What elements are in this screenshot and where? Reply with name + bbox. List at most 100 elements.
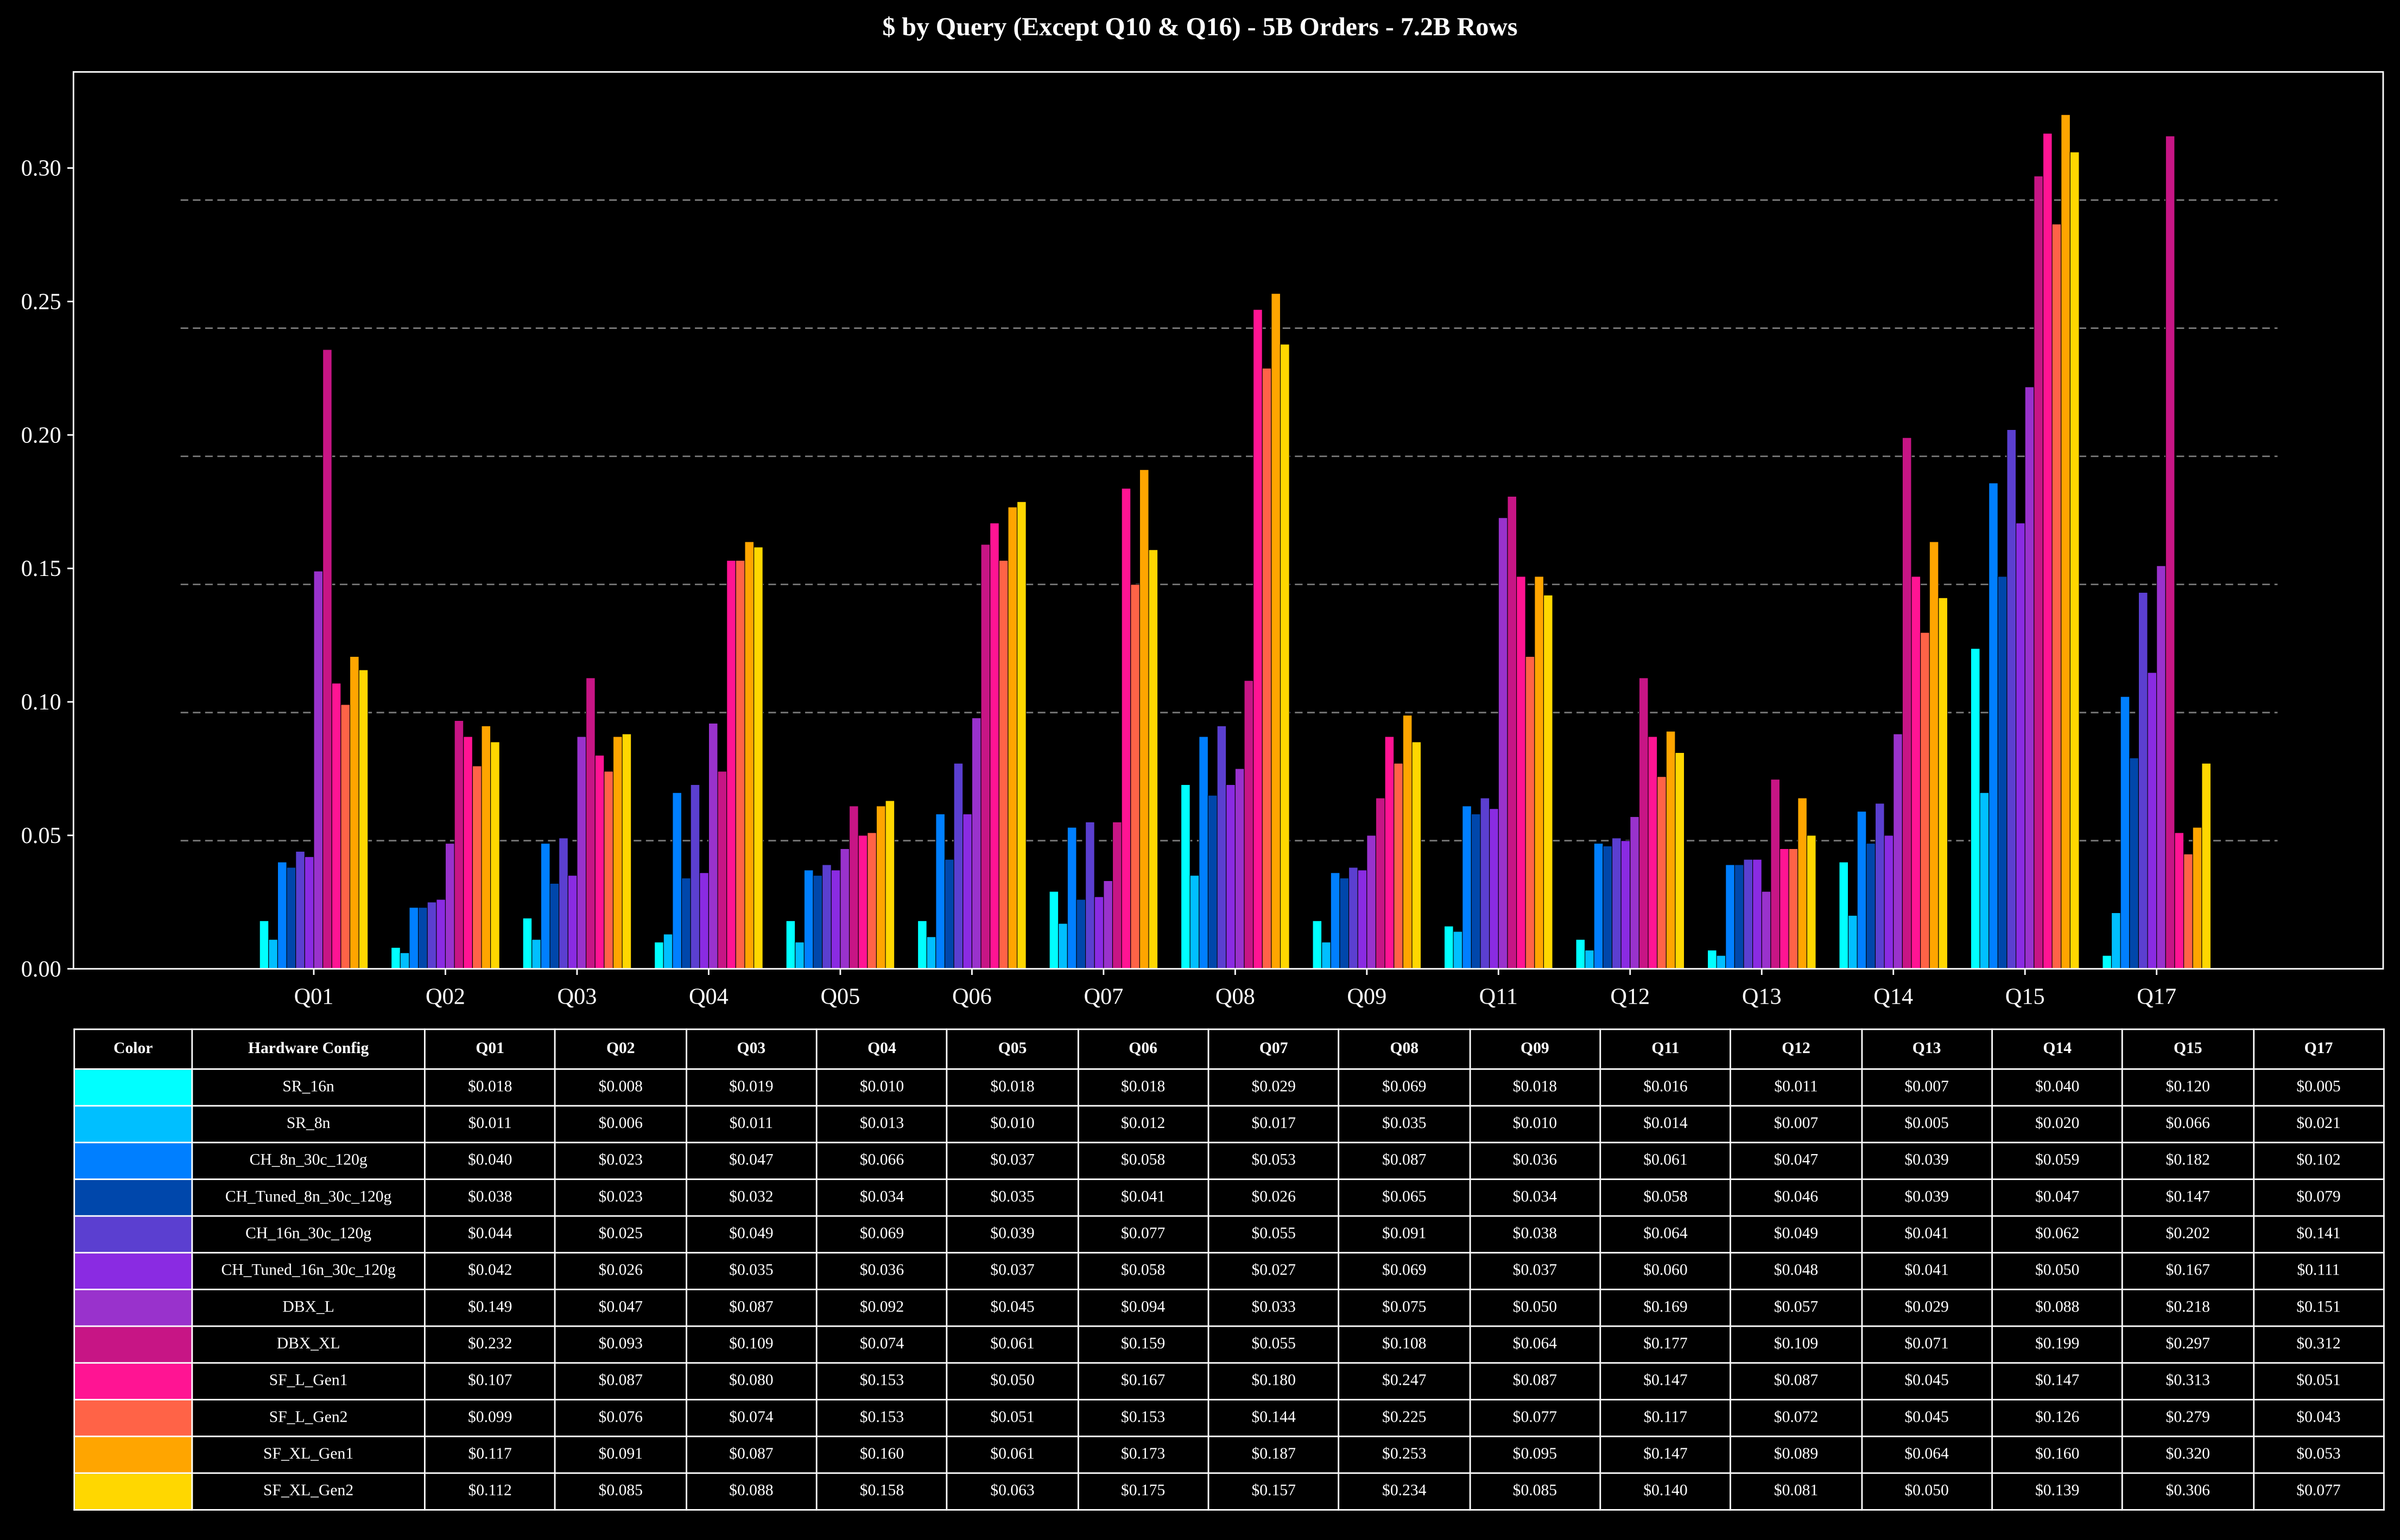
cost-cell: $0.153: [815, 1362, 948, 1400]
config-name: CH_16n_30c_120g: [191, 1215, 426, 1254]
bar-q15-ch_tuned_16n_30c_120g: [2015, 522, 2025, 969]
data-table: Color Hardware Config Q01 Q02 Q03 Q04 Q05 Q06…: [73, 1028, 2385, 1511]
bar-q07-ch_8n_30c_120g: [1067, 827, 1077, 969]
bar-q03-dbx_l: [577, 736, 587, 969]
bar-q01-dbx_l: [313, 571, 324, 969]
header-hardware-config: Hardware Config: [191, 1028, 426, 1070]
bar-q08-sr_16n: [1180, 784, 1190, 969]
bar-q08-ch_16n_30c_120g: [1217, 725, 1227, 969]
cost-cell: $0.008: [554, 1068, 687, 1107]
bar-q07-ch_tuned_16n_30c_120g: [1094, 896, 1104, 969]
y-tick-label: 0.10: [21, 689, 61, 715]
bar-q17-ch_tuned_8n_30c_120g: [2129, 757, 2139, 969]
cost-cell: $0.038: [1468, 1215, 1601, 1254]
bar-q13-ch_tuned_8n_30c_120g: [1734, 864, 1744, 969]
bar-q12-ch_tuned_16n_30c_120g: [1620, 840, 1631, 969]
cost-cell: $0.049: [1730, 1215, 1863, 1254]
cost-cell: $0.175: [1076, 1472, 1210, 1511]
config-name: SR_16n: [191, 1068, 426, 1107]
bar-q03-dbx_xl: [586, 677, 596, 969]
header-color: Color: [73, 1028, 193, 1070]
bar-q04-sf_l_gen1: [726, 560, 736, 969]
table-row: SF_L_Gen1 $0.107 $0.087 $0.080 $0.153 $0.050 $…: [73, 1362, 2385, 1400]
bar-q06-dbx_xl: [980, 544, 991, 969]
x-tick-label: Q11: [1479, 984, 1518, 1010]
color-swatch: [73, 1399, 193, 1437]
cost-cell: $0.153: [815, 1399, 948, 1437]
cost-cell: $0.320: [2122, 1435, 2254, 1474]
cost-cell: $0.253: [1338, 1435, 1471, 1474]
cost-cell: $0.018: [423, 1068, 556, 1107]
bar-q06-ch_8n_30c_120g: [935, 813, 946, 969]
bar-q02-sf_xl_gen2: [490, 742, 500, 969]
table-row: SF_XL_Gen1 $0.117 $0.091 $0.087 $0.160 $0.061…: [73, 1435, 2385, 1474]
bar-q12-ch_8n_30c_120g: [1593, 843, 1604, 969]
bar-q02-dbx_l: [445, 843, 455, 969]
bar-q03-sr_8n: [531, 939, 541, 969]
bar-q02-ch_tuned_8n_30c_120g: [418, 907, 428, 969]
bar-q05-dbx_l: [840, 848, 850, 969]
cost-cell: $0.018: [946, 1068, 1079, 1107]
bar-q15-ch_8n_30c_120g: [1989, 483, 1998, 969]
table-row: SF_L_Gen2 $0.099 $0.076 $0.074 $0.153 $0.051 $…: [73, 1399, 2385, 1437]
cost-cell: $0.075: [1338, 1289, 1471, 1327]
cost-cell: $0.085: [1468, 1472, 1601, 1511]
bar-q14-sf_l_gen1: [1911, 576, 1921, 969]
cost-cell: $0.087: [1468, 1362, 1601, 1400]
cost-cell: $0.012: [1076, 1105, 1210, 1144]
cost-cell: $0.093: [554, 1325, 687, 1364]
cost-cell: $0.027: [1207, 1252, 1340, 1290]
cost-cell: $0.039: [1860, 1178, 1993, 1217]
header-q15: Q15: [2122, 1028, 2254, 1070]
cost-cell: $0.158: [815, 1472, 948, 1511]
config-name: CH_8n_30c_120g: [191, 1142, 426, 1180]
cost-cell: $0.019: [685, 1068, 818, 1107]
config-name: SF_L_Gen1: [191, 1362, 426, 1400]
bar-q03-sf_l_gen1: [594, 755, 605, 969]
bar-q01-ch_16n_30c_120g: [295, 851, 305, 969]
bar-q07-sr_16n: [1049, 891, 1059, 969]
cost-cell: $0.112: [423, 1472, 556, 1511]
cost-cell: $0.059: [1991, 1142, 2124, 1180]
cost-cell: $0.149: [423, 1289, 556, 1327]
cost-cell: $0.037: [1468, 1252, 1601, 1290]
cost-cell: $0.297: [2122, 1325, 2254, 1364]
bar-q09-sf_l_gen2: [1394, 763, 1403, 969]
bar-q17-dbx_xl: [2165, 135, 2175, 969]
cost-cell: $0.147: [1599, 1362, 1732, 1400]
header-q09: Q09: [1468, 1028, 1601, 1070]
bar-q13-ch_8n_30c_120g: [1725, 864, 1735, 969]
bar-q02-ch_16n_30c_120g: [427, 902, 437, 969]
color-swatch: [73, 1142, 193, 1180]
bar-q12-sf_l_gen2: [1657, 776, 1667, 969]
bar-q07-dbx_l: [1103, 880, 1113, 969]
cost-cell: $0.050: [1468, 1289, 1601, 1327]
config-name: SF_L_Gen2: [191, 1399, 426, 1437]
cost-cell: $0.279: [2122, 1399, 2254, 1437]
bar-q02-sf_l_gen1: [463, 736, 473, 969]
bar-q14-dbx_xl: [1902, 437, 1912, 969]
bar-q05-ch_tuned_8n_30c_120g: [813, 875, 823, 969]
color-swatch: [73, 1289, 193, 1327]
cost-cell: $0.005: [2252, 1068, 2385, 1107]
x-tick-label: Q08: [1215, 984, 1255, 1010]
bar-q05-ch_tuned_16n_30c_120g: [831, 870, 841, 969]
cost-cell: $0.037: [946, 1252, 1079, 1290]
config-name: DBX_L: [191, 1289, 426, 1327]
bar-q08-sf_l_gen1: [1253, 309, 1263, 969]
cost-cell: $0.047: [1991, 1178, 2124, 1217]
bar-q04-dbx_xl: [717, 771, 727, 969]
y-tick-label: 0.15: [21, 556, 61, 581]
cost-cell: $0.029: [1207, 1068, 1340, 1107]
color-swatch: [73, 1362, 193, 1400]
cost-cell: $0.011: [1730, 1068, 1863, 1107]
color-swatch: [73, 1215, 193, 1254]
cost-cell: $0.077: [1076, 1215, 1210, 1254]
bar-q06-ch_tuned_16n_30c_120g: [962, 813, 972, 969]
bar-q04-sf_xl_gen2: [753, 547, 763, 969]
bar-q15-sf_xl_gen1: [2061, 114, 2070, 969]
bar-q13-dbx_l: [1761, 891, 1771, 969]
cost-cell: $0.039: [1860, 1142, 1993, 1180]
cost-cell: $0.010: [946, 1105, 1079, 1144]
bar-q09-dbx_l: [1366, 835, 1377, 969]
